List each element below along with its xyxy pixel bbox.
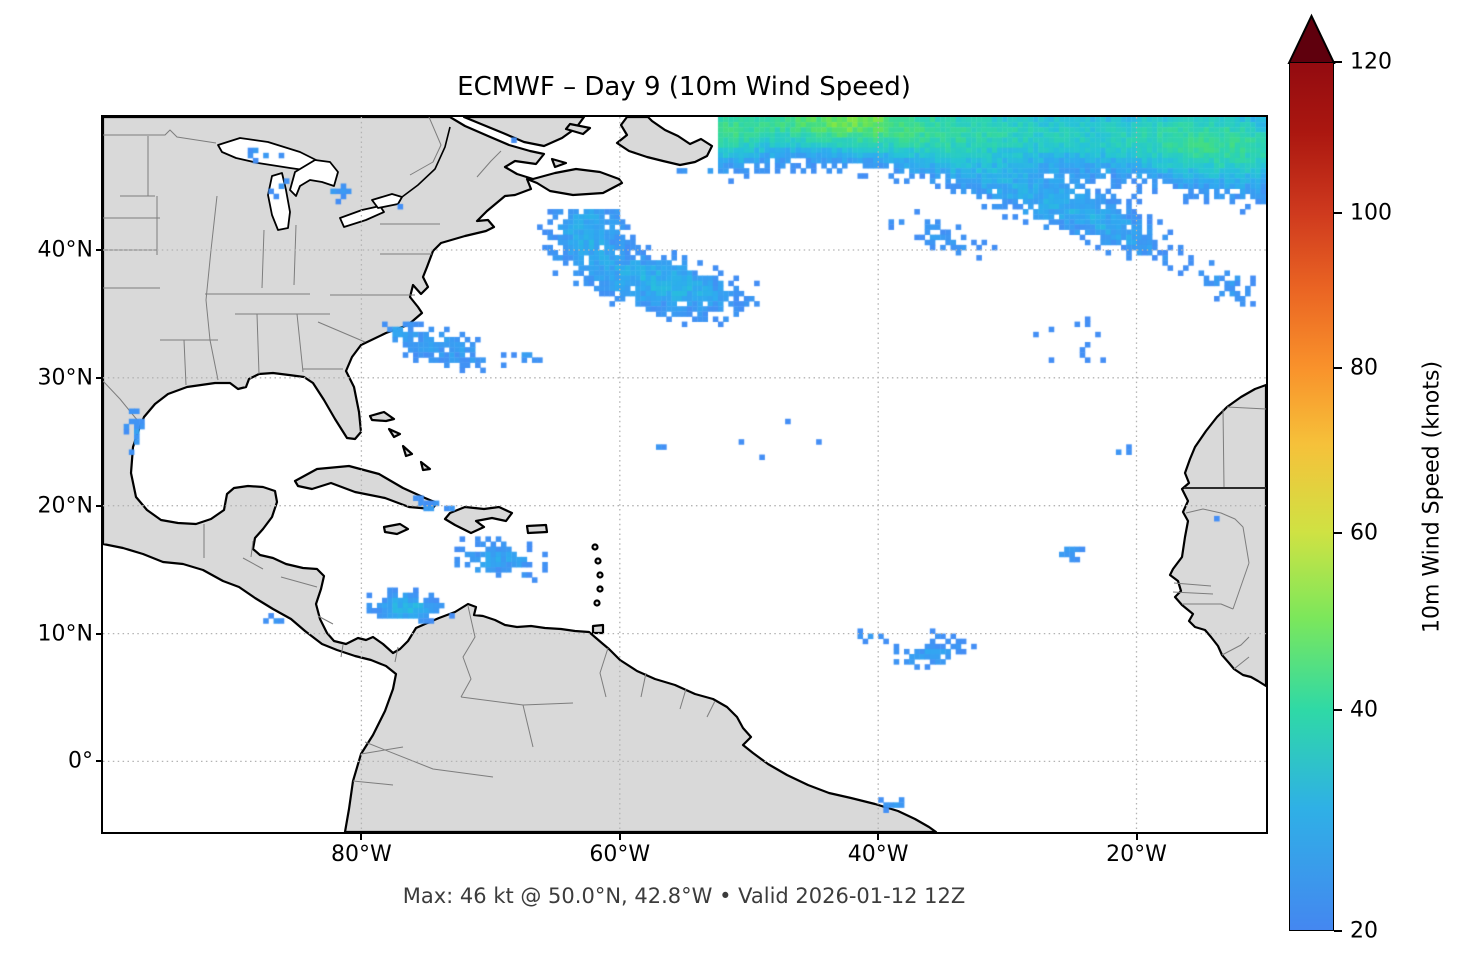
colorbar-axis-label: 10m Wind Speed (knots) (1419, 360, 1445, 634)
y-tick-mark (96, 632, 102, 635)
colorbar-tick-mark (1334, 366, 1342, 369)
x-tick-mark (618, 834, 621, 840)
colorbar-tick-mark (1334, 930, 1342, 932)
wind-speed-raster (103, 117, 1266, 832)
y-tick-label: 0° (68, 748, 93, 774)
y-tick-mark (96, 504, 102, 507)
colorbar-tick-mark (1334, 531, 1342, 534)
y-tick-mark (96, 248, 102, 251)
map-plot-area (101, 115, 1268, 834)
colorbar-tick-label: 100 (1350, 200, 1392, 226)
colorbar-tick-mark (1334, 709, 1342, 712)
colorbar-tick-mark (1334, 61, 1342, 63)
x-tick-label: 40°W (847, 842, 909, 867)
y-tick-label: 10°N (37, 621, 93, 647)
x-tick-label: 20°W (1106, 842, 1167, 867)
x-tick-mark (877, 834, 880, 840)
colorbar-tick-mark (1334, 212, 1342, 215)
y-tick-mark (96, 376, 102, 379)
colorbar-tick-label: 80 (1350, 355, 1378, 381)
y-tick-label: 40°N (37, 237, 93, 263)
y-tick-label: 30°N (37, 365, 93, 391)
lat-lon-gridlines (103, 117, 1266, 832)
colorbar-tick-label: 40 (1350, 697, 1378, 723)
chart-title: ECMWF – Day 9 (10m Wind Speed) (457, 72, 911, 102)
colorbar-tick-label: 60 (1350, 520, 1378, 546)
colorbar-tick-label: 20 (1350, 918, 1378, 944)
x-tick-mark (1135, 834, 1138, 840)
y-tick-label: 20°N (37, 493, 93, 519)
x-tick-label: 60°W (589, 842, 651, 867)
colorbar (1289, 62, 1334, 931)
colorbar-extend-arrow (1287, 13, 1336, 64)
max-valid-caption: Max: 46 kt @ 50.0°N, 42.8°W • Valid 2026… (402, 884, 966, 908)
y-tick-mark (96, 760, 102, 763)
x-tick-mark (360, 834, 363, 840)
colorbar-tick-label: 120 (1350, 49, 1392, 75)
x-tick-label: 80°W (331, 842, 392, 867)
